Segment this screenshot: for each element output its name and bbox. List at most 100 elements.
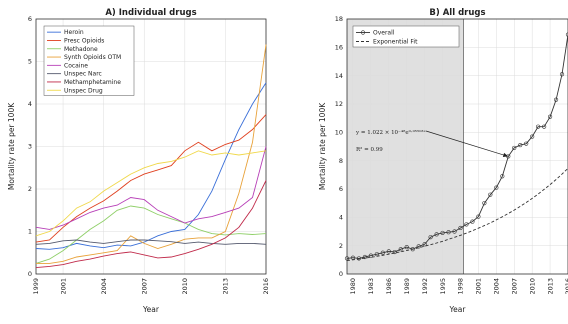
y-tick-label: 4 xyxy=(339,214,343,222)
y-tick-label: 1 xyxy=(28,228,32,236)
legend-label-presc-opioids: Presc Opioids xyxy=(64,37,104,44)
x-tick-label: 2016 xyxy=(262,278,270,295)
panel-b-ticks: 0 2 4 6 8 10 12 14 16 18 1980 1983 1986 1989 1992 1995 1… xyxy=(335,15,568,294)
panel-a-ylabel: Mortality rate per 100K xyxy=(7,102,16,190)
x-tick-label: 1986 xyxy=(385,278,393,295)
y-tick-label: 8 xyxy=(339,157,343,165)
x-tick-label: 1980 xyxy=(349,278,357,295)
legend-label-unspec-drug: Unspec Drug xyxy=(64,87,103,94)
panel-a-xlabel: Year xyxy=(142,305,160,314)
data-point xyxy=(482,201,487,206)
y-tick-label: 10 xyxy=(335,129,343,137)
data-point xyxy=(458,225,463,231)
x-tick-label: 2013 xyxy=(222,278,230,295)
annotation-arrow xyxy=(425,130,509,157)
data-point xyxy=(553,97,559,102)
y-tick-label: 12 xyxy=(335,100,343,108)
panel-a-ticks: 0 1 2 3 4 5 6 1999 2001 2004 2007 2010 2013 2016 xyxy=(28,15,270,294)
data-point xyxy=(536,124,541,129)
x-tick-label: 1989 xyxy=(403,278,411,295)
data-point xyxy=(380,250,385,255)
series-line-overall xyxy=(346,34,568,259)
x-tick-label: 1995 xyxy=(439,278,447,295)
data-point xyxy=(500,174,505,179)
y-tick-label: 0 xyxy=(339,270,343,278)
legend-marker xyxy=(360,30,366,35)
x-tick-label: 2010 xyxy=(528,278,536,295)
panel-b: B) All drugs 0 2 4 6 8 10 12 14 16 18 1980 1983 1986… xyxy=(318,8,568,314)
panel-b-grid xyxy=(347,18,568,275)
x-tick-label: 1999 xyxy=(32,278,40,295)
legend-box xyxy=(352,25,460,48)
annotation-arrowhead xyxy=(502,152,509,158)
series-line-methadone xyxy=(35,205,267,264)
y-tick-label: 2 xyxy=(339,242,343,250)
y-tick-label: 6 xyxy=(339,185,343,193)
panel-a: A) Individual drugs 0 1 2 3 4 5 6 1999 2001 2004 2… xyxy=(7,8,270,314)
data-point xyxy=(386,249,391,254)
x-tick-label: 2007 xyxy=(510,278,518,295)
fit-r-squared: R² = 0.99 xyxy=(356,146,383,153)
x-tick-label: 1998 xyxy=(457,278,465,295)
data-point xyxy=(542,124,547,129)
y-tick-label: 18 xyxy=(335,15,343,23)
fit-equation: y = 1.022 × 10⁻⁴⁸e⁰·⁰⁵⁵⁰³ˣ xyxy=(355,129,427,136)
series-line-cocaine xyxy=(35,146,267,230)
x-tick-label: 1992 xyxy=(421,278,429,295)
panel-b-legend: Overall Exponential Fit xyxy=(352,25,460,48)
y-tick-label: 6 xyxy=(28,15,32,23)
data-point xyxy=(398,247,403,252)
x-tick-label: 2016 xyxy=(564,278,568,295)
legend-label-heroin: Heroin xyxy=(64,29,84,36)
legend-label-synth-opioids-otm: Synth Opioids OTM xyxy=(64,54,121,61)
legend-label-unspec-narc: Unspec Narc xyxy=(64,71,102,78)
y-tick-label: 14 xyxy=(335,72,343,80)
data-point xyxy=(410,247,415,252)
data-point xyxy=(440,230,445,236)
legend-label-overall: Overall xyxy=(373,30,395,37)
panel-a-lines xyxy=(35,44,267,269)
y-tick-label: 5 xyxy=(28,58,32,66)
data-point xyxy=(422,242,427,247)
data-point xyxy=(392,249,397,255)
data-point xyxy=(464,222,469,227)
legend-label-methadone: Methadone xyxy=(64,46,98,53)
legend-label-exponential-fit: Exponential Fit xyxy=(373,39,418,46)
x-tick-label: 2013 xyxy=(546,278,554,295)
data-point xyxy=(494,185,499,190)
panel-b-title: B) All drugs xyxy=(429,8,485,18)
panel-b-annotation: y = 1.022 × 10⁻⁴⁸e⁰·⁰⁵⁵⁰³ˣ R² = 0.99 xyxy=(355,129,509,158)
panel-b-lines xyxy=(344,32,568,261)
data-point xyxy=(559,72,565,77)
data-point xyxy=(512,145,517,151)
data-point xyxy=(452,229,457,234)
y-tick-label: 3 xyxy=(28,143,32,151)
data-point xyxy=(446,230,451,235)
x-tick-label: 2004 xyxy=(493,278,501,295)
data-point xyxy=(368,253,373,258)
data-point xyxy=(362,254,368,260)
data-point xyxy=(530,134,535,139)
y-tick-label: 2 xyxy=(28,185,32,193)
data-point xyxy=(476,214,481,219)
legend-box xyxy=(43,25,135,96)
data-point xyxy=(518,142,523,148)
data-point xyxy=(470,219,475,224)
data-point xyxy=(547,114,553,119)
series-line-heroin xyxy=(35,82,267,250)
legend-label-methamphetamine: Methamphetamine xyxy=(64,79,121,86)
panel-b-frame xyxy=(346,18,568,275)
series-line-unspec-narc xyxy=(35,239,267,245)
data-point xyxy=(428,235,433,240)
x-tick-label: 2010 xyxy=(181,278,189,295)
y-tick-label: 16 xyxy=(335,44,343,52)
x-tick-label: 2001 xyxy=(59,278,67,295)
x-tick-label: 1983 xyxy=(367,278,375,295)
series-line-unspec-drug xyxy=(35,150,267,237)
series-line-methamphetamine xyxy=(35,180,267,269)
panel-a-title: A) Individual drugs xyxy=(105,8,196,18)
series-line-presc-opioids xyxy=(35,114,267,243)
panel-b-ylabel: Mortality rate per 100K xyxy=(318,102,327,190)
